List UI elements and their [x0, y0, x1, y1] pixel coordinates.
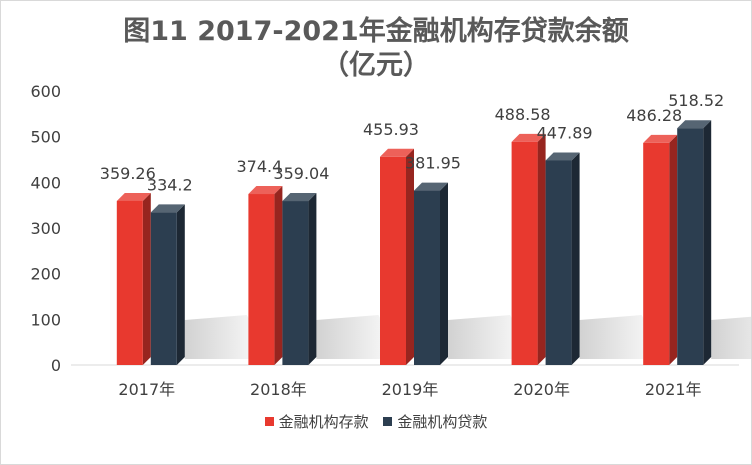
data-label: 447.89	[537, 123, 593, 142]
bar-side-deposits	[669, 134, 678, 365]
y-tick-label: 0	[51, 356, 61, 375]
y-tick-label: 300	[30, 219, 61, 238]
bar-top-deposits	[511, 133, 546, 142]
y-tick-label: 100	[30, 310, 61, 329]
bar-side-loans	[703, 120, 712, 365]
y-tick-label: 600	[30, 82, 61, 101]
data-label: 488.58	[495, 105, 551, 124]
bar-loans	[414, 190, 440, 365]
bar-deposits	[380, 156, 406, 365]
chart-title-line2: （亿元）	[322, 50, 430, 81]
bar-top-loans	[282, 193, 317, 202]
x-tick-label: 2017年	[118, 380, 175, 399]
bar-loans	[282, 201, 309, 365]
bar-top-loans	[677, 120, 712, 129]
bar-top-deposits	[116, 192, 151, 201]
data-label: 486.28	[626, 106, 682, 125]
bar-deposits	[511, 141, 538, 365]
data-label: 359.04	[273, 164, 329, 183]
y-tick-label: 500	[30, 128, 61, 147]
bar-top-loans	[150, 204, 185, 213]
legend-label-deposits: 金融机构存款	[278, 413, 369, 431]
legend-item-deposits: 金融机构存款	[264, 411, 369, 432]
bar-deposits	[643, 142, 670, 365]
bar-top-loans	[545, 152, 580, 161]
bar-side-deposits	[406, 148, 414, 365]
data-label: 455.93	[363, 120, 419, 139]
x-tick-label: 2018年	[250, 380, 307, 399]
bar-shadow	[711, 316, 751, 359]
bar-side-deposits	[274, 186, 283, 365]
legend-swatch-loans	[383, 417, 393, 426]
chart-title: 图11 2017-2021年金融机构存贷款余额 （亿元）	[1, 15, 751, 83]
bar-side-loans	[176, 204, 185, 365]
chart-title-line1: 图11 2017-2021年金融机构存贷款余额	[123, 16, 629, 47]
data-label: 334.2	[147, 175, 193, 194]
bar-deposits	[248, 194, 275, 365]
legend-swatch-deposits	[264, 417, 274, 426]
x-tick-label: 2021年	[645, 380, 702, 399]
bar-top-deposits	[248, 186, 283, 195]
data-label: 518.52	[668, 91, 724, 110]
bar-side-loans	[308, 193, 317, 365]
bar-top-deposits	[380, 148, 414, 157]
bar-loans	[545, 160, 572, 365]
bar-top-deposits	[643, 134, 678, 143]
y-tick-label: 400	[30, 173, 61, 192]
bar-top-loans	[414, 182, 448, 191]
legend: 金融机构存款 金融机构贷款	[1, 411, 751, 432]
data-label: 381.95	[405, 154, 461, 173]
legend-item-loans: 金融机构贷款	[383, 411, 487, 432]
bar-side-deposits	[142, 192, 151, 365]
data-label: 359.26	[100, 164, 156, 183]
x-tick-label: 2020年	[513, 380, 570, 399]
bar-side-loans	[440, 182, 448, 365]
bar-loans	[150, 212, 177, 365]
bar-deposits	[116, 200, 143, 365]
y-tick-label: 200	[30, 265, 61, 284]
data-label: 374.4	[236, 157, 282, 176]
legend-label-loans: 金融机构贷款	[397, 413, 488, 431]
bar-side-deposits	[537, 133, 546, 365]
bar-loans	[677, 128, 704, 365]
bar-side-loans	[571, 152, 580, 365]
x-tick-label: 2019年	[382, 380, 439, 399]
